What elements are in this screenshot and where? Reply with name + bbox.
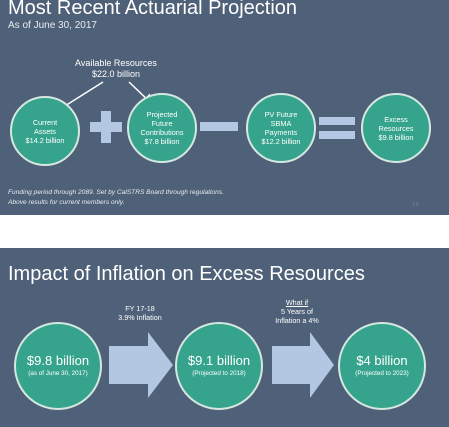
page-number: 14 xyxy=(412,202,419,208)
footnote-funding-period: Funding period through 2089. Set by CalS… xyxy=(8,189,224,196)
future-contributions-line-1: Projected xyxy=(146,110,178,119)
fy-inflation-line-1: FY 17-18 xyxy=(125,304,155,313)
pv-future-payments-value: $12.2 billion xyxy=(261,137,301,146)
excess-2018-circle: $9.1 billion (Projected to 2018) xyxy=(175,322,263,410)
future-contributions-value: $7.8 billion xyxy=(144,137,180,146)
excess-resources-value: $9.8 billion xyxy=(378,132,414,142)
excess-resources-circle: Excess Resources $9.8 billion xyxy=(361,93,431,163)
available-resources-label: Available Resources $22.0 billion xyxy=(56,58,176,80)
future-contributions-line-2: Future xyxy=(151,119,173,128)
excess-2018-value: $9.1 billion xyxy=(187,353,251,368)
excess-2023-value: $4 billion xyxy=(356,353,408,368)
what-if-note: What if 5 Years of Inflation a 4% xyxy=(262,298,332,325)
current-assets-circle: Current Assets $14.2 billion xyxy=(10,96,80,166)
pv-future-payments-circle: PV Future SBMA Payments $12.2 billion xyxy=(246,93,316,163)
what-if-line-3: Inflation a 4% xyxy=(275,316,319,325)
pv-future-payments-line-3: Payments xyxy=(264,128,298,137)
current-assets-value: $14.2 billion xyxy=(25,135,65,145)
pv-future-payments-line-2: SBMA xyxy=(270,119,292,128)
excess-2018-caption: (Projected to 2018) xyxy=(192,370,246,377)
arrow-2018-to-2023 xyxy=(272,332,334,398)
slide-inflation-impact: Impact of Inflation on Excess Resources … xyxy=(0,248,449,427)
minus-operator xyxy=(200,122,238,131)
plus-operator-vertical xyxy=(101,111,111,143)
future-contributions-circle: Projected Future Contributions $7.8 bill… xyxy=(127,93,197,163)
excess-resources-line-2: Resources xyxy=(378,123,414,133)
slide-title: Most Recent Actuarial Projection xyxy=(8,0,298,19)
future-contributions-line-3: Contributions xyxy=(140,128,184,137)
excess-2017-caption: (as of June 30, 2017) xyxy=(28,370,88,377)
excess-2023-caption: (Projected to 2023) xyxy=(355,370,409,377)
available-resources-title: Available Resources xyxy=(75,58,157,68)
excess-2023-circle: $4 billion (Projected to 2023) xyxy=(338,322,426,410)
slide-title: Impact of Inflation on Excess Resources xyxy=(8,263,365,285)
pv-future-payments-line-1: PV Future xyxy=(264,110,298,119)
slide-subtitle: As of June 30, 2017 xyxy=(8,20,97,31)
footnote-current-members: Above results for current members only. xyxy=(8,199,125,206)
current-assets-line-2: Assets xyxy=(34,126,56,136)
equals-operator-top xyxy=(319,117,355,125)
current-assets-line-1: Current xyxy=(32,117,58,127)
what-if-heading: What if xyxy=(285,298,309,307)
arrow-2017-to-2018 xyxy=(109,332,173,398)
excess-2017-circle: $9.8 billion (as of June 30, 2017) xyxy=(14,322,102,410)
available-resources-value: $22.0 billion xyxy=(91,69,141,79)
excess-resources-line-1: Excess xyxy=(384,114,408,124)
excess-2017-value: $9.8 billion xyxy=(26,353,90,368)
fy-inflation-note: FY 17-18 3.9% Inflation xyxy=(105,304,175,322)
what-if-line-2: 5 Years of xyxy=(281,307,313,316)
slide-actuarial-projection: Most Recent Actuarial Projection As of J… xyxy=(0,0,449,215)
fy-inflation-line-2: 3.9% Inflation xyxy=(118,313,162,322)
equals-operator-bottom xyxy=(319,131,355,139)
progression-arrows xyxy=(109,332,334,398)
